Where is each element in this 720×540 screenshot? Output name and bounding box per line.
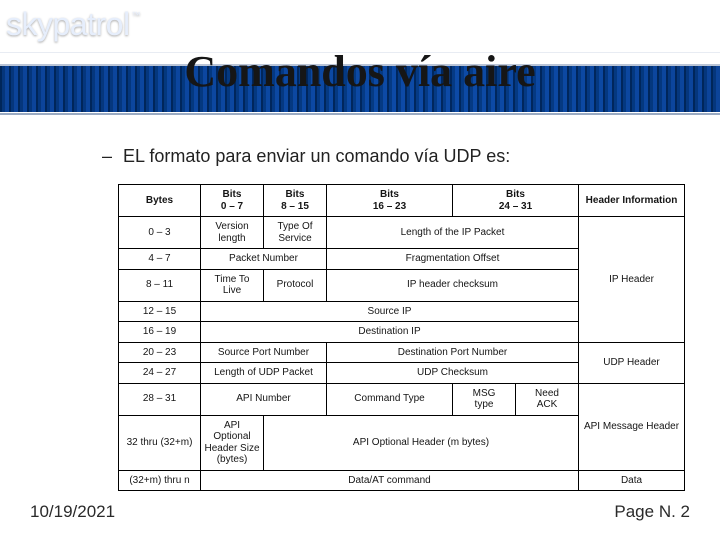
cell-data-label: Data (579, 470, 685, 491)
brand-logo: skypatrol™ (6, 6, 138, 43)
cell-version: Version length (201, 217, 264, 249)
cell-dest-port: Destination Port Number (327, 342, 579, 363)
table-row: 28 – 31 API Number Command Type MSG type… (119, 383, 685, 415)
cell-data-at-command: Data/AT command (201, 470, 579, 491)
th-header-info: Header Information (579, 185, 685, 217)
cell-api-number: API Number (201, 383, 327, 415)
cell-udp-header-label: UDP Header (579, 342, 685, 383)
cell-ip-length: Length of the IP Packet (327, 217, 579, 249)
th-bits-16-23: Bits 16 – 23 (327, 185, 453, 217)
brand-text-2: patrol (53, 6, 130, 42)
brand-text-1: sky (6, 6, 53, 42)
cell-api-message-header-label: API Message Header (579, 383, 685, 470)
cell-tos: Type Of Service (264, 217, 327, 249)
cell-source-ip: Source IP (201, 301, 579, 322)
cell-bytes: 20 – 23 (119, 342, 201, 363)
cell-source-port: Source Port Number (201, 342, 327, 363)
cell-api-optional-header: API Optional Header (m bytes) (264, 415, 579, 470)
table-row: 0 – 3 Version length Type Of Service Len… (119, 217, 685, 249)
cell-bytes: 24 – 27 (119, 363, 201, 384)
cell-ip-checksum: IP header checksum (327, 269, 579, 301)
cell-bytes: 4 – 7 (119, 249, 201, 270)
cell-bytes: 0 – 3 (119, 217, 201, 249)
cell-protocol: Protocol (264, 269, 327, 301)
subtitle-text: EL formato para enviar un comando vía UD… (123, 146, 510, 166)
table-head-row: Bytes Bits 0 – 7 Bits 8 – 15 Bits 16 – 2… (119, 185, 685, 217)
header-rule-bottom (0, 113, 720, 115)
cell-bytes: 16 – 19 (119, 322, 201, 343)
th-bytes: Bytes (119, 185, 201, 217)
cell-msg-type: MSG type (453, 383, 516, 415)
th-bits-8-15: Bits 8 – 15 (264, 185, 327, 217)
table-row: 20 – 23 Source Port Number Destination P… (119, 342, 685, 363)
footer-date: 10/19/2021 (30, 502, 115, 522)
footer-page: Page N. 2 (614, 502, 690, 522)
brand-tm: ™ (132, 10, 141, 20)
cell-dest-ip: Destination IP (201, 322, 579, 343)
udp-format-table: Bytes Bits 0 – 7 Bits 8 – 15 Bits 16 – 2… (118, 184, 685, 491)
cell-need-ack: Need ACK (516, 383, 579, 415)
cell-bytes: (32+m) thru n (119, 470, 201, 491)
subtitle: – EL formato para enviar un comando vía … (102, 146, 510, 167)
cell-udp-checksum: UDP Checksum (327, 363, 579, 384)
table-row: (32+m) thru n Data/AT command Data (119, 470, 685, 491)
udp-format-table-wrap: Bytes Bits 0 – 7 Bits 8 – 15 Bits 16 – 2… (118, 184, 678, 491)
slide-title: Comandos vía aire (0, 46, 720, 97)
cell-bytes: 28 – 31 (119, 383, 201, 415)
slide: skypatrol™ Comandos vía aire – EL format… (0, 0, 720, 540)
cell-ip-header-label: IP Header (579, 217, 685, 343)
cell-frag-offset: Fragmentation Offset (327, 249, 579, 270)
cell-bytes: 8 – 11 (119, 269, 201, 301)
cell-bytes: 12 – 15 (119, 301, 201, 322)
th-bits-24-31: Bits 24 – 31 (453, 185, 579, 217)
th-bits-0-7: Bits 0 – 7 (201, 185, 264, 217)
cell-api-header-size: API Optional Header Size (bytes) (201, 415, 264, 470)
cell-udp-length: Length of UDP Packet (201, 363, 327, 384)
cell-bytes: 32 thru (32+m) (119, 415, 201, 470)
cell-command-type: Command Type (327, 383, 453, 415)
cell-packet-number: Packet Number (201, 249, 327, 270)
subtitle-dash: – (102, 146, 112, 166)
cell-ttl: Time To Live (201, 269, 264, 301)
slide-header: skypatrol™ Comandos vía aire (0, 0, 720, 115)
